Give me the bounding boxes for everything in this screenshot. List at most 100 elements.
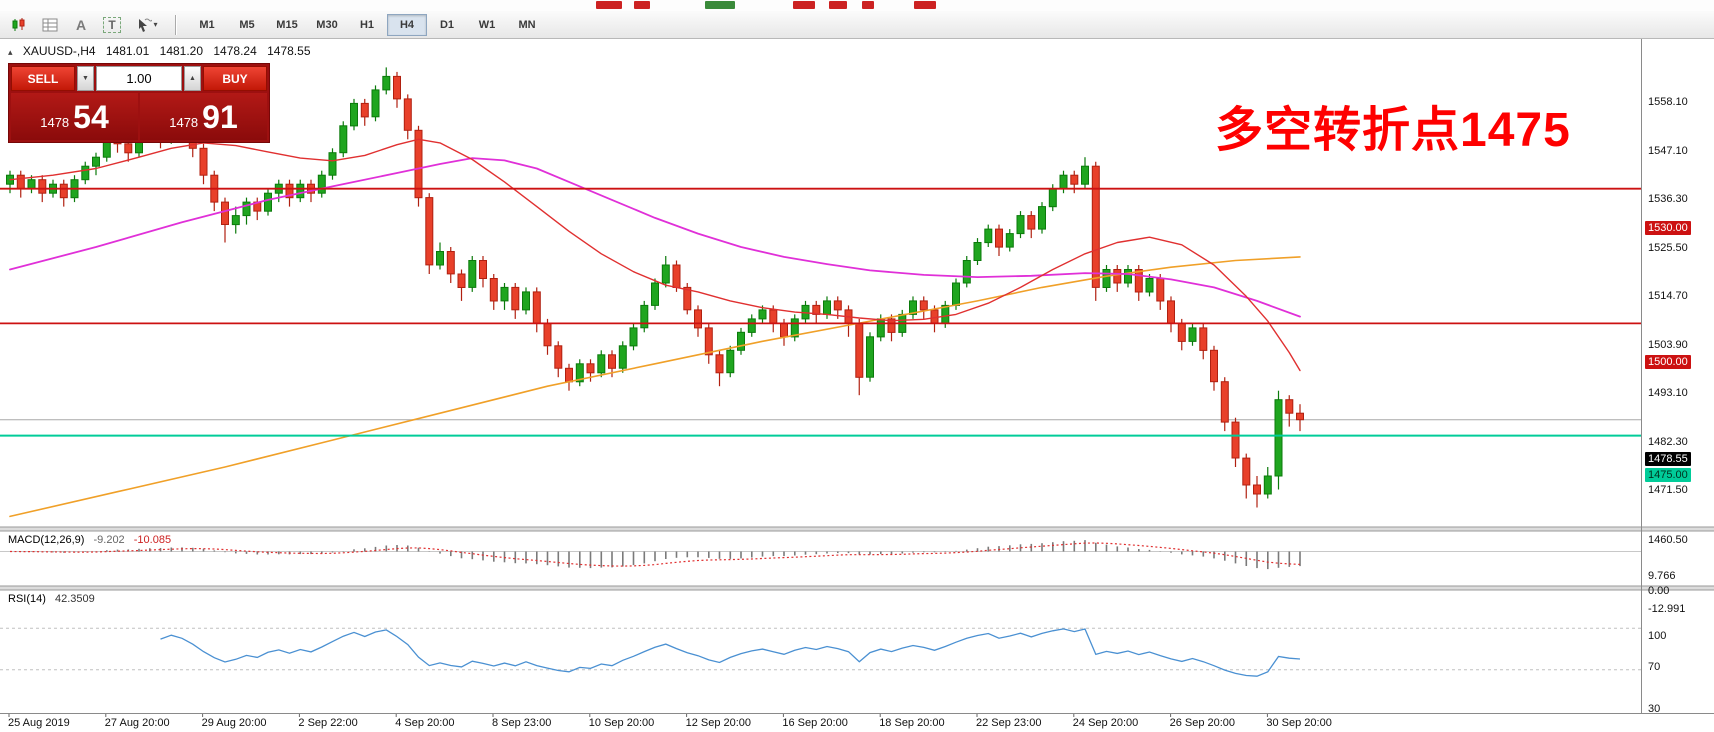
macd-signal-value: -10.085 <box>133 534 172 546</box>
price-axis-label: 1530.00 <box>1645 221 1691 235</box>
timeframe-button-m15[interactable]: M15 <box>276 18 298 31</box>
text-tool-icon[interactable]: T <box>98 13 126 37</box>
timeframe-button-w1[interactable]: W1 <box>478 18 496 31</box>
rsi-value: 42.3509 <box>54 593 95 605</box>
macd-axis-label: -12.991 <box>1648 603 1686 615</box>
timeframe-button-h4[interactable]: H4 <box>387 13 427 36</box>
trade-panel-prices: 1478 54 1478 91 <box>11 93 267 140</box>
one-click-toggle-icon[interactable]: ▴ <box>8 47 13 57</box>
time-axis-label: 12 Sep 20:00 <box>685 717 752 729</box>
text-tool-glyph: T <box>103 16 121 33</box>
sell-price-pips: 54 <box>73 98 109 135</box>
cursor-glyph <box>139 18 153 32</box>
font-tool-glyph: A <box>75 16 87 33</box>
background-window-fragment <box>596 1 622 9</box>
sell-button[interactable]: SELL <box>11 66 75 91</box>
time-axis-label: 30 Sep 20:00 <box>1266 717 1332 729</box>
candlestick-chart-icon[interactable] <box>5 13 33 37</box>
chart-annotation-text: 多空转折点1475 <box>1215 104 1571 157</box>
time-axis-label: 2 Sep 22:00 <box>298 717 358 729</box>
panel-borders <box>0 39 1714 717</box>
rsi-axis-label: 70 <box>1648 661 1661 673</box>
time-axis-label: 16 Sep 20:00 <box>782 717 848 729</box>
price-axis-label: 1558.10 <box>1648 96 1688 108</box>
timeframe-button-m1[interactable]: M1 <box>199 18 215 31</box>
time-axis-label: 8 Sep 23:00 <box>492 717 552 729</box>
time-axis-label: 27 Aug 20:00 <box>104 717 170 729</box>
trade-panel-controls: SELL ▼ ▲ BUY <box>11 66 267 91</box>
price-axis-label: 1500.00 <box>1645 355 1691 369</box>
macd-indicator-label: MACD(12,26,9) -9.202 -10.085 <box>8 534 171 546</box>
volume-increase-button[interactable]: ▲ <box>184 66 201 91</box>
candles-glyph <box>12 17 25 31</box>
grid-glyph <box>42 18 58 31</box>
buy-price-pips: 91 <box>202 98 238 135</box>
price-axis-label: 1482.30 <box>1648 436 1688 448</box>
macd-name: MACD(12,26,9) <box>8 534 85 546</box>
rsi-indicator-label: RSI(14) 42.3509 <box>8 593 95 605</box>
timeframe-button-mn[interactable]: MN <box>518 18 536 31</box>
background-window-fragment <box>793 1 815 9</box>
time-axis-label: 22 Sep 23:00 <box>976 717 1042 729</box>
macd-axis-label: 0.00 <box>1648 585 1670 597</box>
time-axis-label: 25 Aug 2019 <box>8 717 70 729</box>
time-axis-label: 18 Sep 20:00 <box>879 717 945 729</box>
indicator-list-icon[interactable] <box>36 13 64 37</box>
high-value: 1481.20 <box>159 44 204 58</box>
price-axis-label: 1471.50 <box>1648 484 1688 496</box>
macd-main-value: -9.202 <box>93 534 125 546</box>
candlestick-series <box>6 67 1304 508</box>
background-window-fragment <box>914 1 936 9</box>
buy-price-base: 1478 <box>169 115 199 130</box>
timeframe-button-d1[interactable]: D1 <box>439 18 455 31</box>
toolbar-separator <box>175 14 177 35</box>
panel-separators[interactable] <box>0 526 1714 591</box>
macd-axis-label: 9.766 <box>1648 570 1676 582</box>
timeframe-buttons: M1 M5 M15 M30 H1 H4 D1 W1 MN <box>187 13 547 36</box>
rsi-name: RSI(14) <box>8 593 46 605</box>
price-axis-label: 1493.10 <box>1648 387 1688 399</box>
moving-average-lines <box>9 138 1301 518</box>
chart-ohlc-header: ▴ XAUUSD-,H4 1481.01 1481.20 1478.24 147… <box>8 44 318 58</box>
background-window-fragment <box>829 1 847 9</box>
background-window-fragment <box>705 1 735 9</box>
buy-price-display[interactable]: 1478 91 <box>140 93 267 140</box>
price-axis-label: 1460.50 <box>1648 534 1688 546</box>
dropdown-caret-icon[interactable]: ▾ <box>153 20 158 29</box>
one-click-trade-panel: SELL ▼ ▲ BUY 1478 54 1478 91 <box>8 63 270 143</box>
cursor-tool-icon[interactable]: ▾ <box>129 13 165 37</box>
rsi-axis-label: 100 <box>1648 630 1667 642</box>
time-axis: 25 Aug 2019 27 Aug 20:00 29 Aug 20:00 2 Sep… <box>0 714 1642 732</box>
timeframe-button-m5[interactable]: M5 <box>239 18 255 31</box>
time-axis-label: 10 Sep 20:00 <box>588 717 655 729</box>
timeframe-button-m30[interactable]: M30 <box>316 18 338 31</box>
time-axis-label: 24 Sep 20:00 <box>1072 717 1139 729</box>
low-value: 1478.24 <box>213 44 257 58</box>
price-axis-label: 1478.55 <box>1645 452 1691 466</box>
sell-price-base: 1478 <box>40 115 70 130</box>
price-axis-label: 1525.50 <box>1648 242 1688 254</box>
background-window-fragment <box>862 1 874 9</box>
price-axis-label: 1475.00 <box>1645 468 1691 482</box>
timeframe-button-h1[interactable]: H1 <box>359 18 375 31</box>
price-axis-label: 1503.90 <box>1648 339 1688 351</box>
volume-decrease-button[interactable]: ▼ <box>77 66 94 91</box>
font-tool-icon[interactable]: A <box>67 13 95 37</box>
time-axis-label: 26 Sep 20:00 <box>1169 717 1236 729</box>
buy-button[interactable]: BUY <box>203 66 267 91</box>
chart-toolbar: A T ▾ M1 M5 M15 M30 H1 H4 D1 W1 MN <box>0 11 1714 39</box>
close-value: 1478.55 <box>267 44 311 58</box>
price-axis-label: 1547.10 <box>1648 145 1688 157</box>
time-axis-label: 29 Aug 20:00 <box>201 717 267 729</box>
horizontal-level-lines[interactable] <box>0 187 1641 437</box>
price-axis-label: 1536.30 <box>1648 193 1688 205</box>
background-window-fragment <box>634 1 650 9</box>
rsi-axis-label: 30 <box>1648 703 1661 715</box>
volume-input[interactable] <box>96 66 182 91</box>
macd-indicator <box>0 540 1641 570</box>
price-axis-label: 1514.70 <box>1648 290 1688 302</box>
rsi-indicator <box>0 627 1641 677</box>
sell-price-display[interactable]: 1478 54 <box>11 93 138 140</box>
